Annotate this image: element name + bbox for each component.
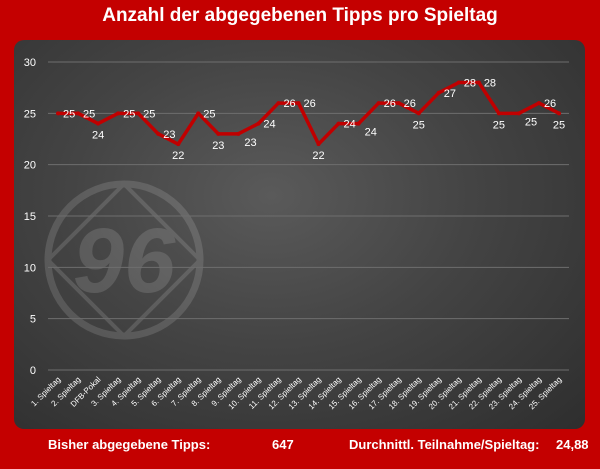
data-label: 23 (163, 129, 175, 141)
data-point (496, 111, 501, 116)
data-point (416, 111, 421, 116)
plot-panel: 96 0 5 10 15 20 25 30 25 25 24 25 25 23 22 25 23 23 24 26… (14, 40, 585, 429)
data-point (556, 111, 561, 116)
data-label: 24 (263, 119, 275, 131)
data-label: 26 (283, 98, 295, 110)
data-point (76, 111, 81, 116)
data-label: 22 (312, 150, 324, 162)
club-logo-watermark: 96 (44, 180, 204, 340)
data-point (176, 142, 181, 147)
data-point (516, 111, 521, 116)
data-label: 26 (384, 98, 396, 110)
total-tips-label: Bisher abgegebene Tipps: (48, 437, 211, 452)
data-label: 24 (365, 127, 377, 139)
y-tick-label: 20 (24, 160, 36, 172)
line-chart: 96 0 5 10 15 20 25 30 25 25 24 25 25 23 22 25 23 23 24 26… (24, 57, 569, 411)
data-point (236, 131, 241, 136)
data-point (276, 101, 281, 106)
y-tick-label: 10 (24, 262, 36, 274)
data-label: 25 (83, 108, 95, 120)
data-label: 26 (544, 98, 556, 110)
y-tick-label: 25 (24, 108, 36, 120)
data-label: 25 (123, 108, 135, 120)
data-label: 25 (493, 119, 505, 131)
data-label: 28 (464, 78, 476, 90)
data-label: 23 (212, 140, 224, 152)
data-label: 25 (553, 119, 565, 131)
y-tick-label: 0 (30, 365, 36, 377)
data-label: 26 (404, 98, 416, 110)
data-point (136, 111, 141, 116)
data-label: 23 (244, 137, 256, 149)
data-point (296, 101, 301, 106)
chart-title: Anzahl der abgegebenen Tipps pro Spielta… (102, 5, 498, 26)
y-tick-label: 5 (30, 314, 36, 326)
logo-text: 96 (73, 210, 176, 312)
data-label: 25 (203, 108, 215, 120)
data-label: 22 (172, 150, 184, 162)
data-label: 28 (484, 78, 496, 90)
data-point (56, 111, 61, 116)
data-label: 25 (525, 116, 537, 128)
total-tips-value: 647 (272, 437, 294, 452)
data-point (536, 101, 541, 106)
data-point (396, 101, 401, 106)
y-tick-label: 15 (24, 211, 36, 223)
data-point (116, 111, 121, 116)
data-point (156, 131, 161, 136)
data-point (456, 80, 461, 85)
series-line (58, 80, 560, 146)
data-label: 25 (413, 119, 425, 131)
y-tick-label: 30 (24, 57, 36, 69)
average-value: 24,88 (556, 437, 589, 452)
data-point (216, 131, 221, 136)
data-point (336, 121, 341, 126)
data-point (476, 80, 481, 85)
data-label: 24 (92, 130, 104, 142)
data-point (376, 101, 381, 106)
data-label: 25 (63, 108, 75, 120)
data-label: 27 (444, 88, 456, 100)
data-point (436, 90, 441, 95)
data-label: 25 (143, 108, 155, 120)
data-label: 24 (344, 119, 356, 131)
data-label: 26 (303, 98, 315, 110)
data-point (96, 121, 101, 126)
data-point (256, 121, 261, 126)
average-label: Durchnittl. Teilnahme/Spieltag: (349, 437, 540, 452)
data-point (356, 121, 361, 126)
data-point (316, 142, 321, 147)
data-point (196, 111, 201, 116)
